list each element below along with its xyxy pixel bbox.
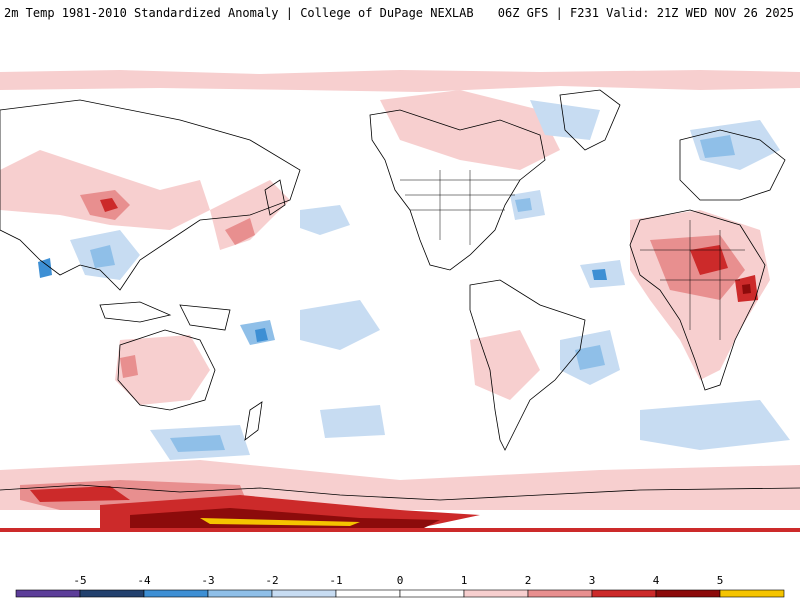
colorbar-swatch <box>15 589 81 598</box>
anomaly-map <box>0 40 800 560</box>
colorbar-tick-label: 1 <box>461 574 468 587</box>
colorbar-tick-label: -1 <box>329 574 342 587</box>
colorbar-swatch <box>79 589 145 598</box>
political-borders <box>400 170 745 340</box>
colorbar-swatch <box>591 589 657 598</box>
model-valid-time: 06Z GFS | F231 Valid: 21Z WED NOV 26 202… <box>497 6 794 20</box>
colorbar-swatch <box>271 589 337 598</box>
colorbar-tick-label: 2 <box>525 574 532 587</box>
coastlines <box>0 89 800 501</box>
colorbar-tick-label: 5 <box>717 574 724 587</box>
colorbar-swatch <box>207 589 273 598</box>
colorbar-tick-label: -2 <box>265 574 278 587</box>
colorbar-swatch <box>719 589 785 598</box>
colorbar-tick-label: 4 <box>653 574 660 587</box>
colorbar-swatch <box>143 589 209 598</box>
colorbar-tick-label: 0 <box>397 574 404 587</box>
colorbar-swatch <box>527 589 593 598</box>
colorbar-swatch <box>655 589 721 598</box>
colorbar-tick-label: -5 <box>73 574 86 587</box>
map-title: 2m Temp 1981-2010 Standardized Anomaly |… <box>4 6 474 20</box>
colorbar-swatch <box>335 589 401 598</box>
colorbar-swatch <box>463 589 529 598</box>
colorbar-tick-label: 3 <box>589 574 596 587</box>
colorbar-tick-label: -4 <box>137 574 151 587</box>
anomaly-shading <box>0 70 800 532</box>
colorbar-swatch <box>399 589 465 598</box>
colorbar-tick-label: -3 <box>201 574 214 587</box>
colorbar-legend: -5 -4 -3 -2 -1 0 1 2 3 4 5 <box>15 574 785 598</box>
